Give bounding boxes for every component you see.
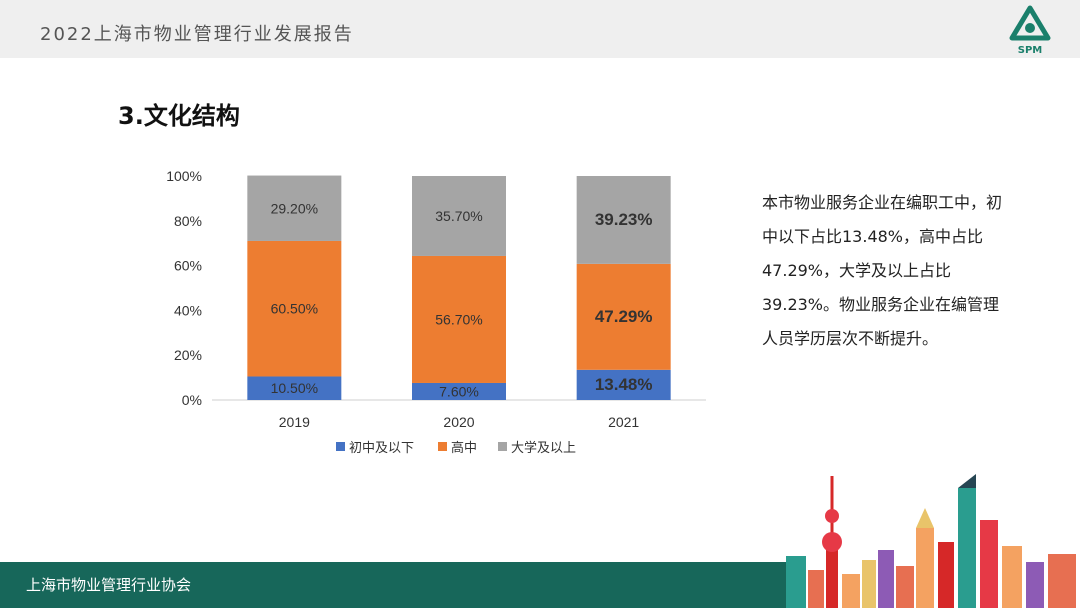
legend-label: 大学及以上	[511, 440, 576, 456]
bar-segment	[247, 175, 342, 241]
data-label: 47.29%	[595, 307, 653, 326]
bar-segment	[412, 382, 506, 400]
stacked-bar-chart: 0% 20% 40% 60% 80% 100% 10.50% 60.50% 29.20% 2019…	[166, 168, 706, 456]
legend-swatch	[498, 442, 507, 451]
data-label: 29.20%	[271, 200, 318, 216]
data-label: 39.23%	[595, 210, 653, 229]
logo-text: SPM	[1018, 45, 1043, 56]
section-title: 3.文化结构	[118, 102, 240, 130]
data-label: 35.70%	[435, 208, 482, 224]
y-tick-label: 20%	[174, 347, 202, 363]
logo-triangle-icon	[1009, 5, 1051, 41]
bar-segment	[412, 176, 506, 256]
x-tick-label: 2019	[279, 414, 310, 430]
skyline-buildings	[786, 474, 1076, 608]
y-tick-label: 100%	[166, 168, 202, 184]
data-label: 7.60%	[439, 383, 479, 399]
legend-label: 初中及以下	[349, 441, 414, 456]
spm-logo: SPM	[1009, 5, 1051, 56]
report-title: 2022上海市物业管理行业发展报告	[40, 24, 354, 45]
x-tick-label: 2020	[443, 414, 474, 430]
legend-swatch	[438, 442, 447, 451]
header-bar: 2022上海市物业管理行业发展报告 SPM	[0, 0, 1080, 58]
logo-dot	[1025, 23, 1035, 33]
city-skyline-illustration	[786, 474, 1076, 608]
data-label: 56.70%	[435, 311, 482, 327]
bar-segment	[247, 376, 342, 400]
legend-swatch	[336, 442, 345, 451]
y-tick-label: 80%	[174, 213, 202, 229]
data-label: 13.48%	[595, 375, 653, 394]
y-tick-label: 60%	[174, 258, 202, 274]
bar-segment	[576, 263, 671, 370]
bar-segment	[412, 255, 506, 383]
data-label: 10.50%	[271, 380, 318, 396]
y-tick-label: 0%	[182, 392, 202, 408]
description-text: 本市物业服务企业在编职工中，初中以下占比13.48%，高中占比47.29%，大学…	[762, 193, 1003, 348]
legend-label: 高中	[451, 440, 477, 456]
bar-segment	[576, 369, 671, 400]
footer-text: 上海市物业管理行业协会	[26, 576, 192, 594]
y-tick-label: 40%	[174, 302, 202, 318]
footer-bar: 上海市物业管理行业协会	[0, 562, 790, 608]
x-tick-label: 2021	[608, 414, 639, 430]
data-label: 60.50%	[271, 301, 318, 317]
bar-segment	[247, 240, 342, 377]
bar-segment	[576, 176, 671, 264]
